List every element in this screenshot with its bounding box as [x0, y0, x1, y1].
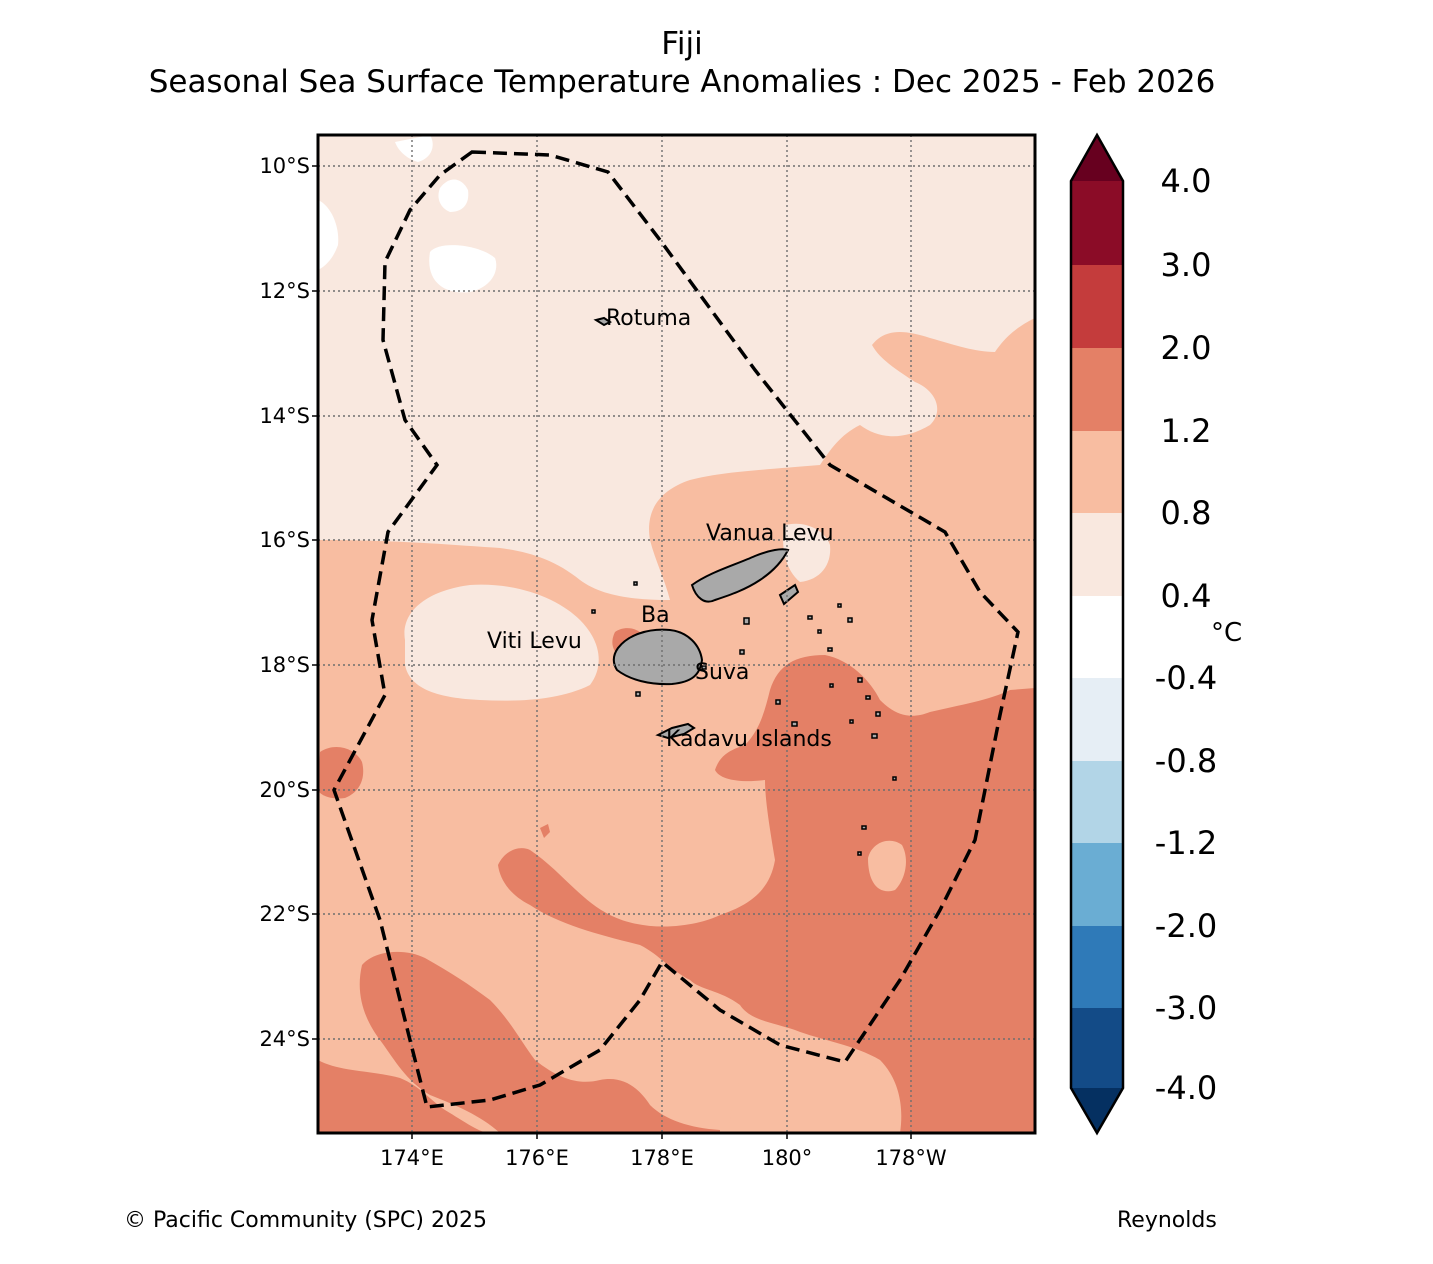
anomaly-0.4-0.8-region — [318, 135, 1035, 600]
anomaly-0.4-0.8-blob — [404, 584, 599, 701]
data-source-text: Reynolds — [1117, 1208, 1217, 1233]
eez-boundary — [332, 150, 1020, 1109]
copyright-text: © Pacific Community (SPC) 2025 — [124, 1208, 487, 1233]
gridlines — [318, 135, 1035, 1133]
lat-label: 24°S — [259, 1027, 310, 1051]
anomaly-1.2-2.0-region — [498, 655, 1035, 1133]
colorbar-label: 3.0 — [1160, 246, 1212, 284]
place-label-vanua-levu: Vanua Levu — [706, 521, 834, 546]
colorbar-segment — [1071, 181, 1123, 265]
colorbar-label: 0.8 — [1160, 494, 1212, 532]
lat-label: 10°S — [259, 154, 310, 178]
anomaly-near-zero-patch — [429, 245, 497, 293]
map-frame — [316, 133, 1037, 1135]
land — [591, 316, 897, 856]
colorbar-segment — [1071, 761, 1123, 843]
map-title: Fiji — [661, 26, 703, 62]
map-subtitle: Seasonal Sea Surface Temperature Anomali… — [148, 64, 1216, 100]
colorbar-segment — [1071, 265, 1123, 348]
colorbar-segment — [1071, 843, 1123, 926]
colorbar-label: 4.0 — [1160, 162, 1212, 200]
colorbar-label: -1.2 — [1154, 824, 1218, 862]
colorbar-segment — [1071, 348, 1123, 431]
colorbar-label: -0.8 — [1154, 742, 1218, 780]
anomaly-field — [318, 135, 1035, 1133]
anomaly-1.2-2.0-band — [318, 1060, 490, 1133]
lat-label: 12°S — [259, 279, 310, 303]
colorbar-segment — [1071, 926, 1123, 1008]
colorbar-label: -3.0 — [1154, 989, 1218, 1027]
anomaly-near-zero-patch — [438, 179, 469, 212]
colorbar-unit: °C — [1211, 618, 1243, 648]
colorbar-label: 1.2 — [1160, 412, 1212, 450]
rotuma-island — [593, 316, 612, 327]
lat-label: 14°S — [259, 404, 310, 428]
place-label-rotuma: Rotuma — [606, 306, 692, 331]
colorbar-label: -0.4 — [1154, 659, 1218, 697]
anomaly-near-zero-patch — [318, 200, 339, 270]
lon-label: 178°E — [630, 1146, 694, 1170]
colorbar-label: 0.4 — [1160, 577, 1212, 615]
lon-label: 174°E — [380, 1146, 444, 1170]
anomaly-0.8-1.2-patch — [868, 840, 906, 892]
vanua-levu-island — [690, 548, 790, 603]
lon-label: 180° — [761, 1146, 813, 1170]
lat-label: 18°S — [259, 653, 310, 677]
place-label-kadavu: Kadavu Islands — [666, 727, 832, 752]
anomaly-0.4-0.8-patch — [783, 523, 831, 582]
viti-levu-island — [612, 628, 704, 686]
lon-label: 176°E — [505, 1146, 569, 1170]
colorbar-segment — [1071, 678, 1123, 761]
colorbar-label: -2.0 — [1154, 907, 1218, 945]
place-label-ba: Ba — [641, 603, 670, 628]
colorbar-label: -4.0 — [1154, 1069, 1218, 1107]
colorbar-segment — [1071, 431, 1123, 513]
place-label-viti-levu: Viti Levu — [487, 629, 582, 654]
colorbar-min-extension — [1071, 1088, 1123, 1133]
taveuni-island — [778, 583, 800, 606]
lat-label: 16°S — [259, 528, 310, 552]
anomaly-near-zero-patch — [395, 135, 433, 162]
colorbar-outline — [1069, 132, 1125, 1136]
lat-label: 20°S — [259, 778, 310, 802]
anomaly-1.2-2.0-band — [359, 951, 720, 1133]
colorbar-max-extension — [1071, 135, 1123, 181]
place-label-suva: Suva — [695, 660, 750, 685]
colorbar — [1069, 132, 1125, 1136]
lat-label: 22°S — [259, 902, 310, 926]
anomaly-0.8-1.2-patch — [729, 1044, 896, 1133]
small-islands — [591, 581, 897, 856]
colorbar-label: 2.0 — [1160, 329, 1212, 367]
anomaly-1.2-2.0-dot — [540, 824, 550, 838]
axis-ticks — [312, 165, 912, 1139]
kadavu-island — [655, 722, 696, 740]
lon-label: 178°W — [875, 1146, 947, 1170]
colorbar-segment — [1071, 596, 1123, 678]
colorbar-segment — [1071, 1008, 1123, 1088]
colorbar-segment — [1071, 513, 1123, 596]
